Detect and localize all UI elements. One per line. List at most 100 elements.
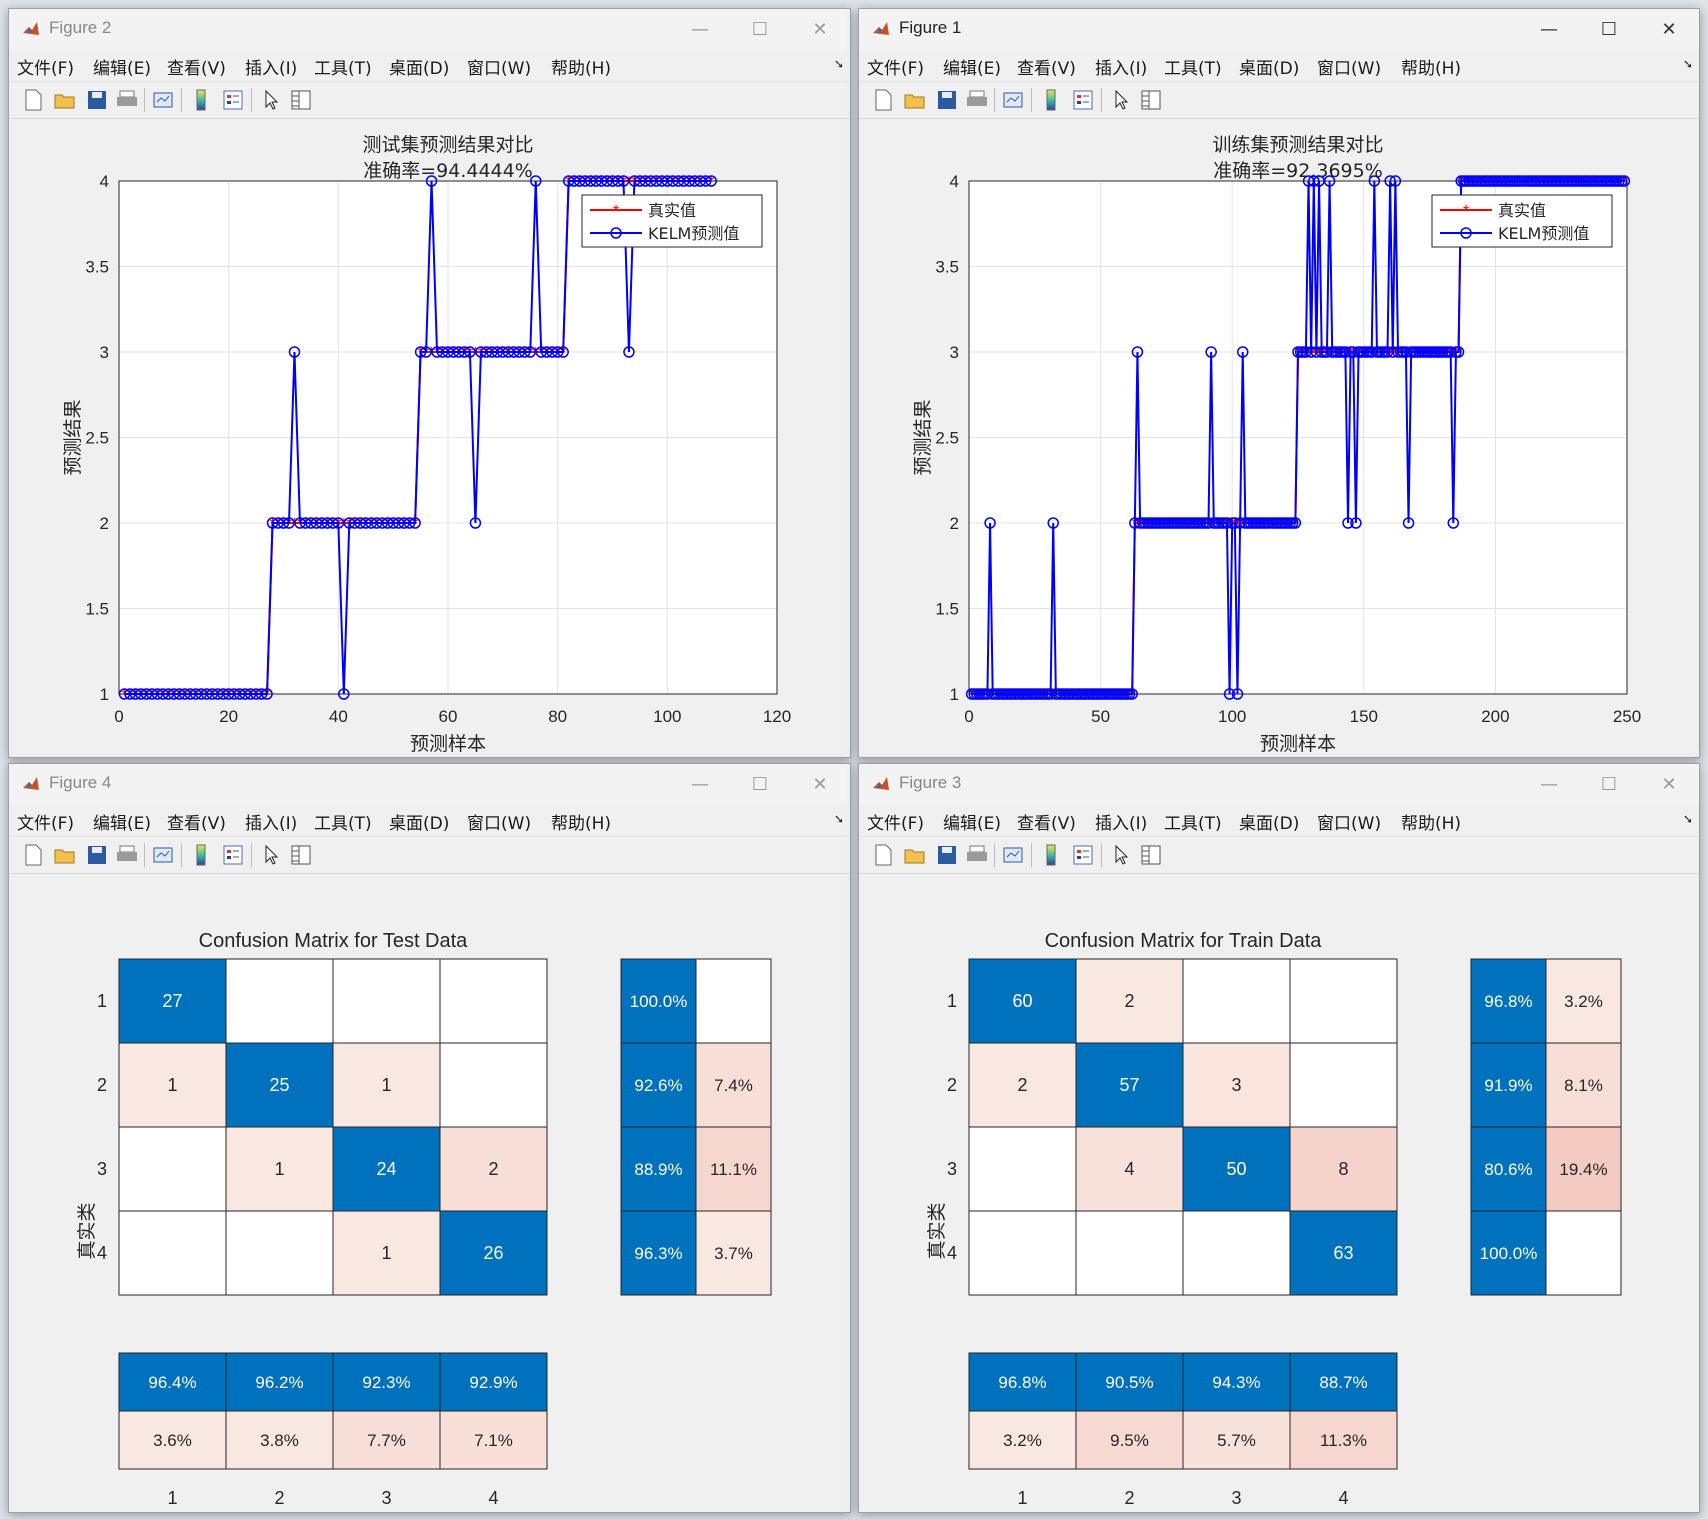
- property-inspector-icon[interactable]: [289, 843, 313, 867]
- row-summary-wrong-cell[interactable]: [695, 1126, 772, 1212]
- menu-view[interactable]: 查看(V): [1017, 814, 1076, 834]
- menu-view[interactable]: 查看(V): [167, 59, 226, 79]
- menu-help[interactable]: 帮助(H): [1401, 814, 1462, 834]
- legend-icon[interactable]: [1071, 843, 1095, 867]
- figure-3-window[interactable]: Figure 3 — ☐ ✕ 文件(F) 编辑(E) 查看(V) 插入(I) 工…: [858, 763, 1700, 1513]
- link-plot-icon[interactable]: [151, 843, 175, 867]
- title-bar[interactable]: Figure 2 — ☐ ✕: [9, 9, 850, 49]
- legend-box[interactable]: [1431, 194, 1613, 248]
- colorbar-icon[interactable]: [189, 88, 213, 112]
- menu-window[interactable]: 窗口(W): [1317, 814, 1382, 834]
- property-inspector-icon[interactable]: [1139, 88, 1163, 112]
- maximize-button[interactable]: ☐: [751, 18, 769, 40]
- matrix-cell[interactable]: [439, 1042, 548, 1128]
- maximize-button[interactable]: ☐: [1600, 18, 1618, 40]
- matrix-cell[interactable]: [439, 958, 548, 1044]
- matrix-cell[interactable]: [1289, 958, 1398, 1044]
- minimize-button[interactable]: —: [691, 18, 709, 40]
- matrix-cell[interactable]: [332, 1210, 441, 1296]
- row-summary-wrong-cell[interactable]: [1545, 1126, 1622, 1212]
- menu-file[interactable]: 文件(F): [867, 814, 925, 834]
- matrix-cell[interactable]: [118, 1210, 227, 1296]
- col-summary-correct-cell[interactable]: [1075, 1352, 1184, 1412]
- row-summary-wrong-cell[interactable]: [695, 1210, 772, 1296]
- save-icon[interactable]: [935, 88, 959, 112]
- menu-edit[interactable]: 编辑(E): [93, 814, 152, 834]
- new-figure-icon[interactable]: [21, 843, 45, 867]
- matrix-cell[interactable]: [1182, 958, 1291, 1044]
- print-icon[interactable]: [965, 843, 989, 867]
- legend-icon[interactable]: [221, 843, 245, 867]
- matrix-cell[interactable]: [332, 958, 441, 1044]
- save-icon[interactable]: [85, 88, 109, 112]
- menu-desktop[interactable]: 桌面(D): [389, 59, 450, 79]
- menu-insert[interactable]: 插入(I): [245, 814, 298, 834]
- menu-file[interactable]: 文件(F): [17, 814, 75, 834]
- col-summary-correct-cell[interactable]: [332, 1352, 441, 1412]
- matrix-cell[interactable]: [225, 1210, 334, 1296]
- figure-2-window[interactable]: Figure 2 — ☐ ✕ 文件(F) 编辑(E) 查看(V) 插入(I) 工…: [8, 8, 851, 758]
- menu-edit[interactable]: 编辑(E): [93, 59, 152, 79]
- menu-view[interactable]: 查看(V): [1017, 59, 1076, 79]
- menu-insert[interactable]: 插入(I): [1095, 59, 1148, 79]
- matrix-cell[interactable]: [968, 1210, 1077, 1296]
- col-summary-correct-cell[interactable]: [118, 1352, 227, 1412]
- matrix-cell[interactable]: [118, 1042, 227, 1128]
- matrix-cell[interactable]: [1182, 1042, 1291, 1128]
- legend-icon[interactable]: [1071, 88, 1095, 112]
- link-plot-icon[interactable]: [151, 88, 175, 112]
- col-summary-wrong-cell[interactable]: [118, 1410, 227, 1470]
- new-figure-icon[interactable]: [871, 88, 895, 112]
- open-file-icon[interactable]: [53, 843, 77, 867]
- new-figure-icon[interactable]: [871, 843, 895, 867]
- menu-dock-arrow-icon[interactable]: ➘: [833, 57, 844, 71]
- menu-help[interactable]: 帮助(H): [1401, 59, 1462, 79]
- close-button[interactable]: ✕: [1661, 773, 1677, 795]
- menu-help[interactable]: 帮助(H): [551, 814, 612, 834]
- col-summary-wrong-cell[interactable]: [225, 1410, 334, 1470]
- col-summary-correct-cell[interactable]: [1289, 1352, 1398, 1412]
- row-summary-correct-cell[interactable]: [1470, 1210, 1547, 1296]
- colorbar-icon[interactable]: [1039, 88, 1063, 112]
- menu-edit[interactable]: 编辑(E): [943, 814, 1002, 834]
- matrix-cell[interactable]: [225, 1042, 334, 1128]
- row-summary-wrong-cell[interactable]: [1545, 958, 1622, 1044]
- print-icon[interactable]: [115, 843, 139, 867]
- print-icon[interactable]: [965, 88, 989, 112]
- new-figure-icon[interactable]: [21, 88, 45, 112]
- row-summary-correct-cell[interactable]: [620, 1042, 697, 1128]
- close-button[interactable]: ✕: [812, 18, 828, 40]
- row-summary-correct-cell[interactable]: [1470, 1042, 1547, 1128]
- menu-window[interactable]: 窗口(W): [467, 59, 532, 79]
- col-summary-wrong-cell[interactable]: [968, 1410, 1077, 1470]
- menu-edit[interactable]: 编辑(E): [943, 59, 1002, 79]
- open-file-icon[interactable]: [53, 88, 77, 112]
- menu-dock-arrow-icon[interactable]: ➘: [1682, 57, 1693, 71]
- link-plot-icon[interactable]: [1001, 88, 1025, 112]
- col-summary-wrong-cell[interactable]: [332, 1410, 441, 1470]
- menu-tools[interactable]: 工具(T): [1164, 814, 1222, 834]
- row-summary-wrong-cell[interactable]: [695, 958, 772, 1044]
- property-inspector-icon[interactable]: [289, 88, 313, 112]
- row-summary-correct-cell[interactable]: [1470, 1126, 1547, 1212]
- close-button[interactable]: ✕: [812, 773, 828, 795]
- menu-window[interactable]: 窗口(W): [1317, 59, 1382, 79]
- minimize-button[interactable]: —: [1540, 773, 1558, 795]
- maximize-button[interactable]: ☐: [751, 773, 769, 795]
- legend-box[interactable]: [581, 194, 763, 248]
- figure-4-window[interactable]: Figure 4 — ☐ ✕ 文件(F) 编辑(E) 查看(V) 插入(I) 工…: [8, 763, 851, 1513]
- menu-help[interactable]: 帮助(H): [551, 59, 612, 79]
- menu-file[interactable]: 文件(F): [17, 59, 75, 79]
- title-bar[interactable]: Figure 3 — ☐ ✕: [859, 764, 1699, 804]
- legend-icon[interactable]: [221, 88, 245, 112]
- open-file-icon[interactable]: [903, 843, 927, 867]
- matrix-cell[interactable]: [1289, 1126, 1398, 1212]
- figure-1-window[interactable]: Figure 1 — ☐ ✕ 文件(F) 编辑(E) 查看(V) 插入(I) 工…: [858, 8, 1700, 758]
- menu-window[interactable]: 窗口(W): [467, 814, 532, 834]
- matrix-cell[interactable]: [439, 1210, 548, 1296]
- colorbar-icon[interactable]: [1039, 843, 1063, 867]
- menu-file[interactable]: 文件(F): [867, 59, 925, 79]
- menu-desktop[interactable]: 桌面(D): [1239, 59, 1300, 79]
- title-bar[interactable]: Figure 4 — ☐ ✕: [9, 764, 850, 804]
- menu-insert[interactable]: 插入(I): [245, 59, 298, 79]
